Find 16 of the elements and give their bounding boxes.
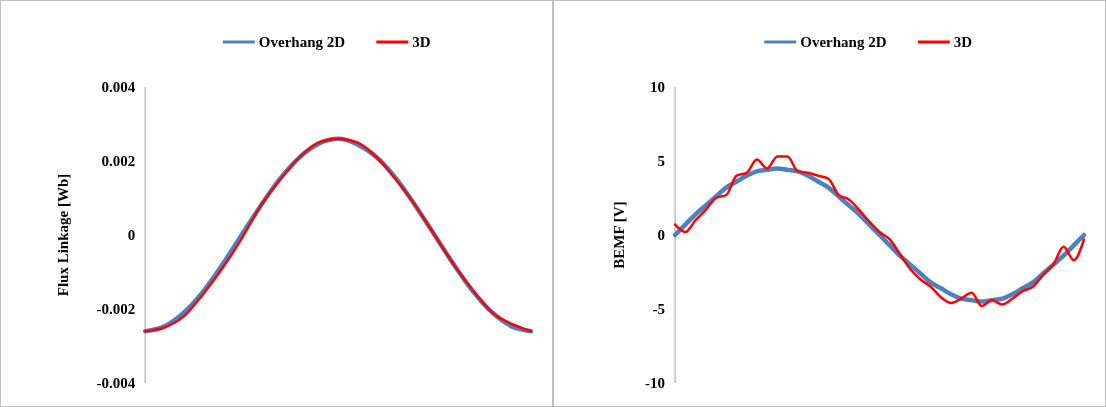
y-tick-label: 0.004 bbox=[101, 79, 136, 96]
y-tick-label: 10 bbox=[650, 79, 666, 96]
y-tick-label: -10 bbox=[645, 375, 666, 392]
y-tick-label: -5 bbox=[652, 301, 666, 318]
y-tick-label: 0 bbox=[127, 227, 136, 244]
y-axis-title: BEMF [V] bbox=[610, 201, 627, 269]
legend-label: Overhang 2D bbox=[258, 34, 346, 51]
legend-label: Overhang 2D bbox=[800, 34, 887, 51]
legend-label: 3D bbox=[412, 34, 431, 51]
y-tick-label: -0.002 bbox=[96, 301, 136, 318]
y-tick-label: 0.002 bbox=[101, 153, 136, 170]
y-tick-label: 5 bbox=[657, 153, 666, 170]
y-tick-label: -0.004 bbox=[96, 375, 136, 392]
legend-label: 3D bbox=[953, 34, 973, 51]
y-axis-title: Flux Linkage [Wb] bbox=[55, 173, 72, 297]
y-tick-label: 0 bbox=[657, 227, 666, 244]
